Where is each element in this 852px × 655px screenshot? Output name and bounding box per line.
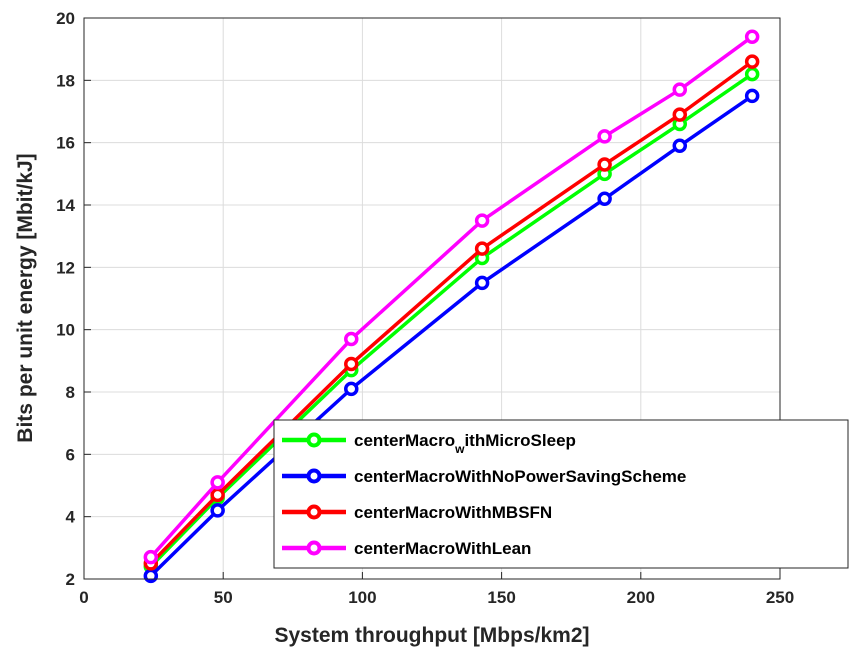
- data-point: [210, 503, 225, 518]
- data-point: [210, 475, 225, 490]
- legend-entry: centerMacrowithMicroSleep: [282, 431, 576, 456]
- data-point: [597, 191, 612, 207]
- data-point: [474, 275, 490, 291]
- data-point: [597, 129, 612, 144]
- data-point: [344, 356, 359, 372]
- legend-label: centerMacroWithNoPowerSavingScheme: [354, 467, 686, 486]
- y-tick-label: 12: [56, 258, 75, 277]
- data-point: [744, 29, 760, 44]
- series-4: [143, 29, 760, 565]
- data-point: [672, 82, 688, 97]
- data-point: [744, 66, 760, 82]
- data-point: [344, 331, 359, 347]
- ticks: 0 50 100 150 200 250 2 4 6 8 10 12 14 16 18 20: [56, 9, 794, 607]
- data-point: [672, 107, 688, 122]
- legend-swatch-marker: [306, 540, 322, 556]
- legend-swatch-marker: [306, 432, 322, 448]
- y-tick-label: 16: [56, 134, 75, 153]
- data-point: [143, 549, 159, 565]
- legend-box: [273, 419, 849, 569]
- data-point: [474, 241, 490, 256]
- series-layer: [143, 29, 760, 584]
- plot-frame: [83, 17, 781, 580]
- x-axis-label: System throughput [Mbps/km2]: [274, 624, 589, 647]
- data-point: [143, 568, 159, 584]
- series-2: [143, 88, 760, 584]
- y-tick-label: 2: [66, 570, 75, 589]
- y-tick-label: 6: [66, 445, 75, 464]
- y-tick-label: 4: [66, 508, 76, 527]
- data-point: [597, 157, 612, 172]
- y-tick-label: 20: [56, 9, 75, 28]
- legend-entry: centerMacroWithNoPowerSavingScheme: [282, 467, 686, 486]
- legend-entry: centerMacroWithMBSFN: [282, 503, 552, 522]
- x-tick-label: 250: [766, 588, 794, 607]
- legend-swatch-marker: [306, 504, 322, 520]
- legend-entry: centerMacroWithLean: [282, 539, 531, 558]
- legend-label: centerMacrowithMicroSleep: [354, 431, 576, 456]
- legend-swatch-marker: [306, 468, 322, 484]
- legend-label: centerMacroWithLean: [354, 539, 531, 558]
- y-axis-label: Bits per unit energy [Mbit/kJ]: [14, 153, 37, 442]
- y-tick-label: 18: [56, 71, 75, 90]
- data-point: [474, 213, 490, 228]
- data-point: [744, 54, 760, 69]
- data-point: [672, 138, 688, 154]
- x-tick-label: 150: [487, 588, 515, 607]
- series-3: [143, 54, 760, 571]
- y-tick-label: 8: [66, 383, 75, 402]
- x-tick-label: 100: [348, 588, 376, 607]
- data-point: [344, 381, 359, 397]
- legend: centerMacrowithMicroSleep centerMacroWith…: [273, 419, 849, 569]
- data-point: [744, 88, 760, 104]
- legend-label: centerMacroWithMBSFN: [354, 503, 552, 522]
- y-tick-label: 10: [56, 321, 75, 340]
- y-tick-label: 14: [56, 196, 75, 215]
- data-point: [210, 487, 225, 503]
- x-tick-label: 0: [79, 588, 88, 607]
- x-tick-label: 50: [214, 588, 233, 607]
- x-tick-label: 200: [627, 588, 655, 607]
